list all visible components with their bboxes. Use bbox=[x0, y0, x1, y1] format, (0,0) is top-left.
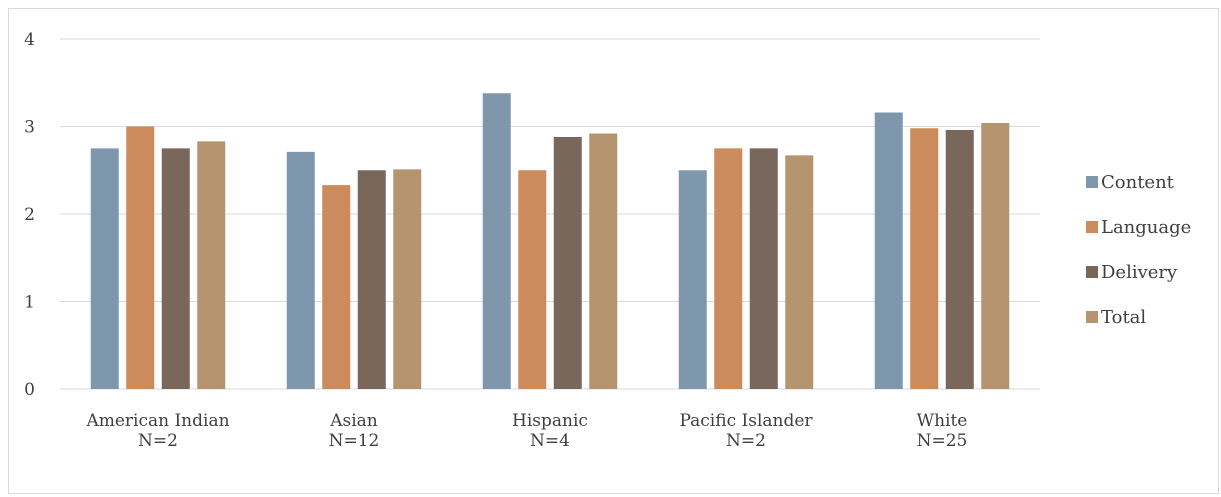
category-n-label: N=2 bbox=[138, 431, 178, 451]
bar-total-5 bbox=[981, 123, 1010, 389]
bar-total-1 bbox=[197, 141, 226, 389]
category-n-label: N=25 bbox=[917, 431, 968, 451]
category-label: American Indian bbox=[85, 411, 229, 431]
legend-label-language: Language bbox=[1101, 217, 1191, 238]
category-label: Hispanic bbox=[512, 411, 588, 431]
legend-swatch-total bbox=[1086, 311, 1098, 323]
legend-label-delivery: Delivery bbox=[1101, 262, 1178, 283]
category-label: Pacific Islander bbox=[679, 411, 813, 431]
bar-language-1 bbox=[126, 126, 155, 389]
bar-total-4 bbox=[785, 155, 814, 389]
y-tick-label: 0 bbox=[24, 380, 35, 400]
category-label: Asian bbox=[329, 411, 378, 431]
y-tick-label: 2 bbox=[24, 205, 35, 225]
bar-content-1 bbox=[90, 148, 119, 389]
bar-delivery-3 bbox=[553, 137, 582, 389]
bar-content-3 bbox=[482, 93, 511, 389]
bar-content-2 bbox=[286, 151, 315, 389]
category-n-label: N=2 bbox=[726, 431, 766, 451]
y-tick-label: 4 bbox=[24, 30, 35, 50]
category-label: White bbox=[917, 411, 968, 431]
legend-swatch-language bbox=[1086, 221, 1098, 233]
bar-language-3 bbox=[518, 170, 547, 389]
legend-swatch-content bbox=[1086, 176, 1098, 188]
bar-language-4 bbox=[714, 148, 743, 389]
bar-language-2 bbox=[322, 185, 351, 389]
bar-total-2 bbox=[393, 169, 422, 389]
legend-swatch-delivery bbox=[1086, 266, 1098, 278]
bar-total-3 bbox=[589, 133, 618, 389]
y-tick-label: 3 bbox=[24, 118, 35, 138]
bar-content-5 bbox=[874, 112, 903, 389]
y-tick-label: 1 bbox=[24, 293, 35, 313]
legend-label-content: Content bbox=[1101, 172, 1175, 193]
bar-delivery-2 bbox=[357, 170, 386, 389]
bar-content-4 bbox=[678, 170, 707, 389]
legend-label-total: Total bbox=[1101, 307, 1146, 328]
bar-delivery-4 bbox=[749, 148, 778, 389]
category-n-label: N=4 bbox=[530, 431, 570, 451]
category-n-label: N=12 bbox=[329, 431, 380, 451]
bar-delivery-5 bbox=[945, 130, 974, 389]
bar-language-5 bbox=[910, 128, 939, 389]
bar-delivery-1 bbox=[161, 148, 190, 389]
